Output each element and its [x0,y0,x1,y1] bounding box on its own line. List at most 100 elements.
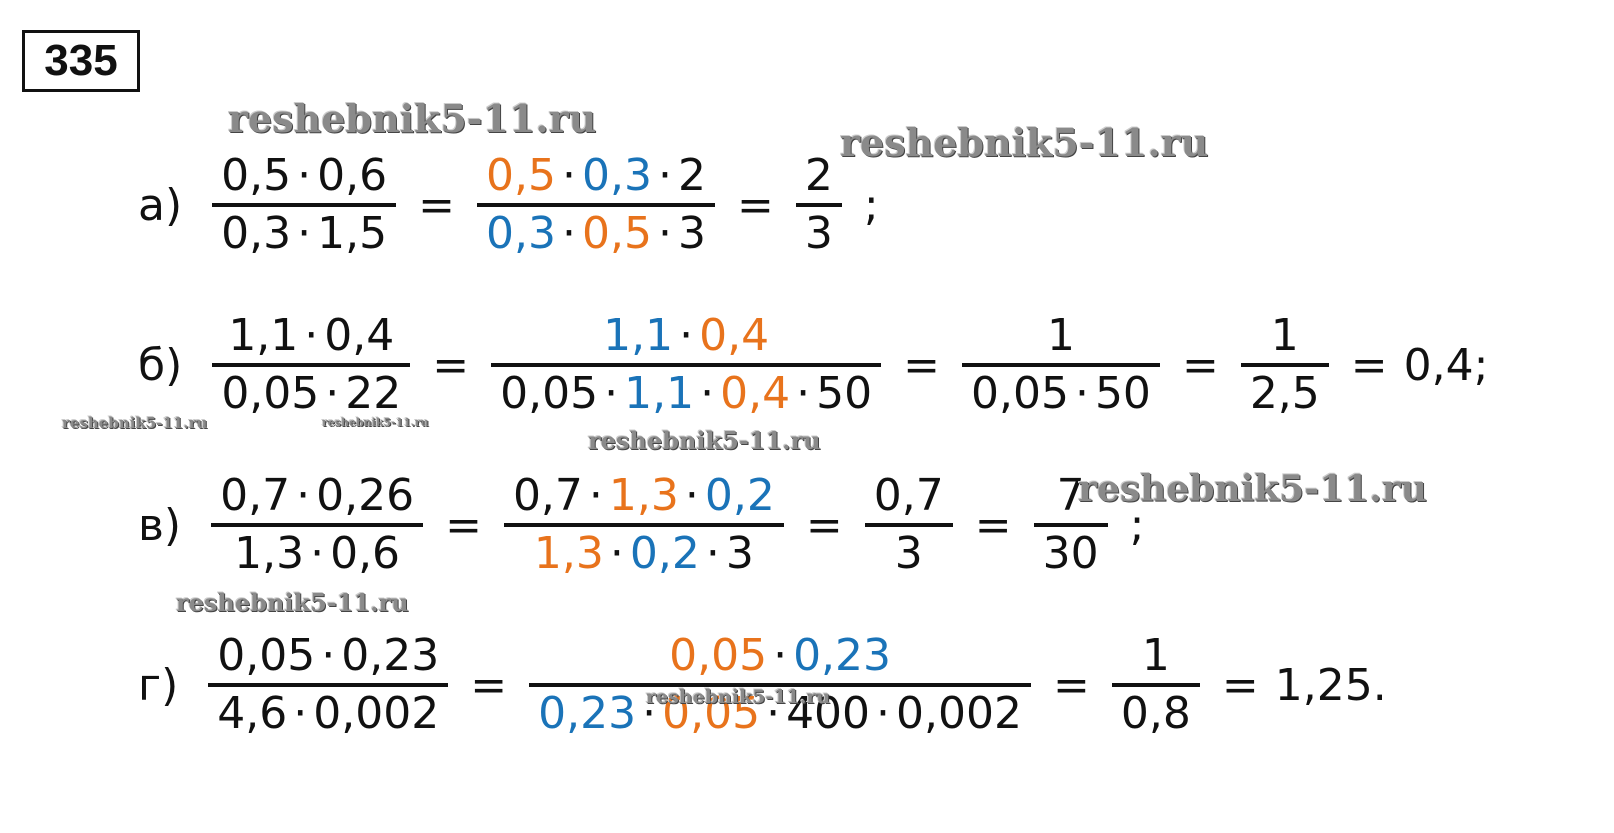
term: 1,3 [608,470,679,521]
term: 0,23 [793,630,892,681]
fraction-bar [529,683,1032,687]
watermark: reshebnik5-11.ru [646,686,831,708]
term: 4,6 [217,688,288,739]
term: 1,5 [317,208,388,259]
denominator: 0,3 · 1,5 [212,207,396,261]
term: 22 [345,368,402,419]
term: · [296,470,311,521]
watermark: reshebnik5-11.ru [588,426,821,455]
numerator: 2 [796,149,842,203]
term: 0,7 [512,470,583,521]
term: · [705,528,720,579]
fraction-bar [208,683,449,687]
numerator: 0,5 · 0,3 · 2 [477,149,715,203]
term: 1 [1141,630,1170,681]
term: 2 [677,150,706,201]
watermark: reshebnik5-11.ru [322,416,429,429]
fraction: 0,5 · 0,6 0,3 · 1,5 [212,149,397,261]
term: 0,6 [330,528,401,579]
numerator: 0,05 · 0,23 [208,629,448,683]
operator: ; [863,179,879,231]
term: 0,002 [896,688,1023,739]
term: 0,2 [704,470,775,521]
operator: = [445,499,482,551]
denominator: 30 [1034,527,1108,581]
term: · [321,630,336,681]
fraction: 0,7 · 1,3 · 0,2 1,3 · 0,2 · 3 [503,469,784,581]
term: 50 [816,368,873,419]
term: 50 [1094,368,1151,419]
fraction: 0,7 · 0,26 1,3 · 0,6 [211,469,424,581]
numerator: 1 [1262,309,1308,363]
denominator: 0,05 · 22 [212,367,410,421]
fraction: 1,1 · 0,4 0,05 · 1,1 · 0,4 · 50 [491,309,882,421]
operator: = [1181,339,1219,391]
term: 1 [1270,310,1299,361]
term: 0,4 [720,368,791,419]
term: · [304,310,319,361]
term: · [642,688,657,739]
equation-row: г) 0,05 · 0,23 4,6 · 0,002 = 0,05 · 0,23 0,23 · 0,05 ·… [138,629,1395,741]
operator: = [432,339,470,391]
fraction-bar [1111,683,1200,687]
watermark: reshebnik5-11.ru [228,96,597,141]
operator: 0,4; [1403,339,1489,391]
term: 0,23 [341,630,440,681]
watermark: reshebnik5-11.ru [62,414,208,432]
term: 3 [725,528,754,579]
fraction: 0,7 3 [864,469,953,581]
term: 7 [1056,470,1085,521]
term: · [876,688,891,739]
fraction-bar [476,203,715,207]
term: 30 [1042,528,1099,579]
operator: = [470,659,508,711]
term: · [700,368,715,419]
fraction-bar [961,363,1160,367]
item-label: а) [138,179,183,231]
denominator: 4,6 · 0,002 [208,687,448,741]
term: · [604,368,619,419]
watermark: reshebnik5-11.ru [840,120,1209,165]
operator: = [736,179,774,231]
item-label: в) [138,499,182,551]
numerator: 0,7 · 0,26 [211,469,423,523]
operator: = [1350,339,1388,391]
numerator: 7 [1048,469,1094,523]
fraction-bar [503,523,784,527]
operator: = [805,499,843,551]
term: 0,5 [485,150,556,201]
term: · [657,208,672,259]
term: 0,23 [538,688,637,739]
term: 3 [804,208,833,259]
term: 0,05 [221,368,320,419]
term: 0,7 [873,470,944,521]
term: 1,3 [533,528,604,579]
term: · [293,688,308,739]
numerator: 0,7 [865,469,953,523]
fraction-bar [212,363,411,367]
term: · [297,208,312,259]
term: 0,05 [970,368,1069,419]
term: 0,05 [217,630,316,681]
term: · [773,630,788,681]
term: · [796,368,811,419]
fraction: 0,5 · 0,3 · 2 0,3 · 0,5 · 3 [476,149,715,261]
equation-row: в) 0,7 · 0,26 1,3 · 0,6 = 0,7 · 1,3 · 0,2 1,3 · 0,2 · 3 = 0… [138,469,1152,581]
term: 0,6 [317,150,388,201]
numerator: 0,05 · 0,23 [660,629,900,683]
fraction: 1 0,05 · 50 [961,309,1160,421]
term: 0,7 [220,470,291,521]
fraction-bar [864,523,953,527]
fraction: 7 30 [1033,469,1108,581]
fraction-bar [1033,523,1108,527]
term: · [657,150,672,201]
term: 2,5 [1249,368,1320,419]
fraction: 0,05 · 0,23 0,23 · 0,05 · 400 · 0,002 [529,629,1032,741]
watermark: reshebnik5-11.ru [1078,468,1427,510]
term: 0,05 [669,630,768,681]
numerator: 1,1 · 0,4 [219,309,403,363]
term: 3 [894,528,923,579]
term: 1 [1046,310,1075,361]
denominator: 3 [796,207,842,261]
